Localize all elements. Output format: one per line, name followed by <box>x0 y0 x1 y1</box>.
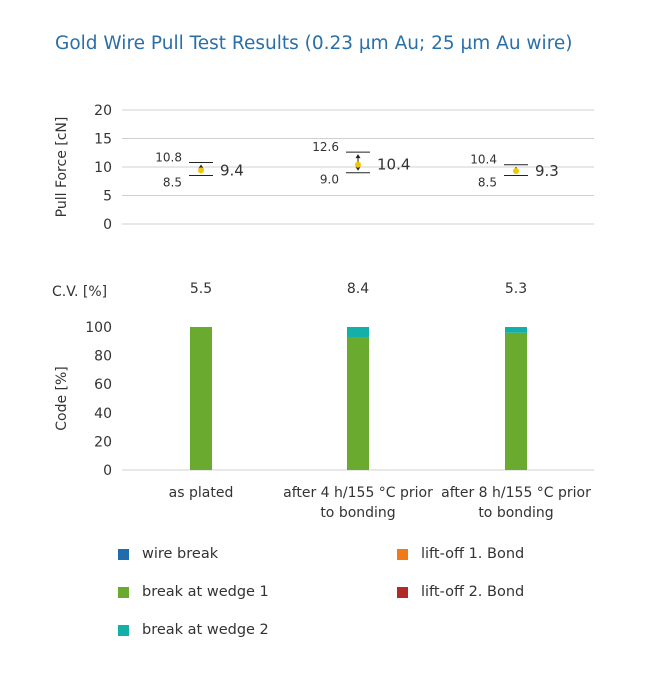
mean-point <box>355 161 361 168</box>
pull-y-tick-label: 10 <box>94 160 112 176</box>
chart-title: Gold Wire Pull Test Results (0.23 µm Au;… <box>55 33 573 54</box>
pull-y-tick-label: 5 <box>103 189 112 205</box>
pull-y-tick-label: 0 <box>103 217 112 233</box>
bar-segment <box>505 332 527 470</box>
code-y-tick-label: 0 <box>103 463 112 479</box>
mean-value-label: 10.4 <box>377 156 410 174</box>
x-category-label: after 8 h/155 °C prior <box>441 485 591 501</box>
bar-segment <box>190 327 212 470</box>
mean-value-label: 9.3 <box>535 162 559 180</box>
cv-value: 5.3 <box>505 281 527 297</box>
max-value-label: 10.8 <box>155 150 182 164</box>
x-category-label: to bonding <box>478 505 553 521</box>
code-y-tick-label: 100 <box>85 320 112 336</box>
cv-row-label: C.V. [%] <box>52 284 107 300</box>
max-value-label: 10.4 <box>470 153 497 167</box>
x-category-label: after 4 h/155 °C prior <box>283 485 433 501</box>
x-category-label: to bonding <box>320 505 395 521</box>
mean-value-label: 9.4 <box>220 161 244 179</box>
bar-segment <box>505 327 527 333</box>
min-value-label: 8.5 <box>163 176 182 190</box>
bar-segment <box>347 337 369 470</box>
x-category-label: as plated <box>169 485 234 501</box>
min-value-label: 9.0 <box>320 173 339 187</box>
mean-point <box>513 167 519 174</box>
code-y-tick-label: 80 <box>94 349 112 365</box>
arrow-down-icon <box>355 166 361 171</box>
code-y-axis-label: Code [%] <box>54 366 70 431</box>
code-y-tick-label: 40 <box>94 406 112 422</box>
min-value-label: 8.5 <box>478 176 497 190</box>
cv-value: 5.5 <box>190 281 212 297</box>
bar-segment <box>347 327 369 338</box>
code-y-tick-label: 20 <box>94 434 112 450</box>
max-value-label: 12.6 <box>312 140 339 154</box>
pull-y-tick-label: 15 <box>94 132 112 148</box>
arrow-up-icon <box>198 164 204 169</box>
code-y-tick-label: 60 <box>94 377 112 393</box>
pull-y-tick-label: 20 <box>94 103 112 119</box>
cv-value: 8.4 <box>347 281 369 297</box>
arrow-up-icon <box>355 154 361 159</box>
pull-y-axis-label: Pull Force [cN] <box>54 117 70 218</box>
mean-point <box>198 167 204 174</box>
